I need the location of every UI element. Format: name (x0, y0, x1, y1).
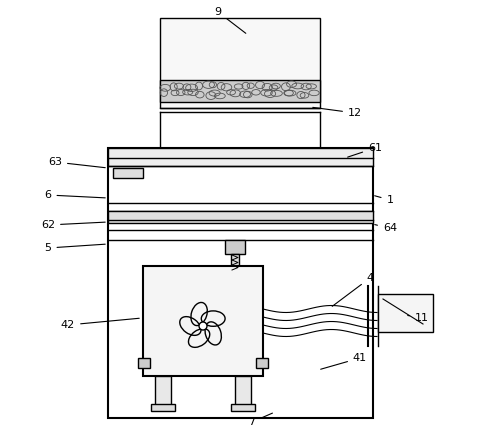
Bar (160, 80, 319, 102)
Text: 62: 62 (41, 220, 105, 230)
Bar (113, 168, 143, 178)
Bar (230, 254, 239, 276)
Text: 6: 6 (45, 190, 105, 200)
Bar (160, 18, 319, 108)
Text: 9: 9 (214, 7, 245, 33)
Bar (143, 266, 262, 376)
Text: 7: 7 (248, 413, 272, 427)
Text: 42: 42 (61, 318, 139, 330)
Bar (256, 358, 268, 368)
Bar (225, 240, 244, 254)
Bar (108, 148, 372, 166)
Bar (230, 404, 255, 411)
Text: 11: 11 (407, 313, 428, 323)
Text: 64: 64 (374, 223, 396, 233)
Bar (138, 358, 150, 368)
Bar (108, 211, 372, 223)
Text: 63: 63 (48, 157, 105, 168)
Text: 61: 61 (347, 143, 381, 157)
Bar (155, 376, 171, 406)
Text: 41: 41 (320, 353, 366, 369)
Text: 5: 5 (45, 243, 105, 253)
Circle shape (198, 322, 207, 330)
Text: 1: 1 (374, 195, 393, 205)
Bar (151, 404, 175, 411)
Bar (108, 148, 372, 418)
Text: 12: 12 (312, 107, 362, 118)
Bar (377, 294, 432, 332)
Bar (235, 376, 251, 406)
Text: 4: 4 (332, 273, 373, 306)
